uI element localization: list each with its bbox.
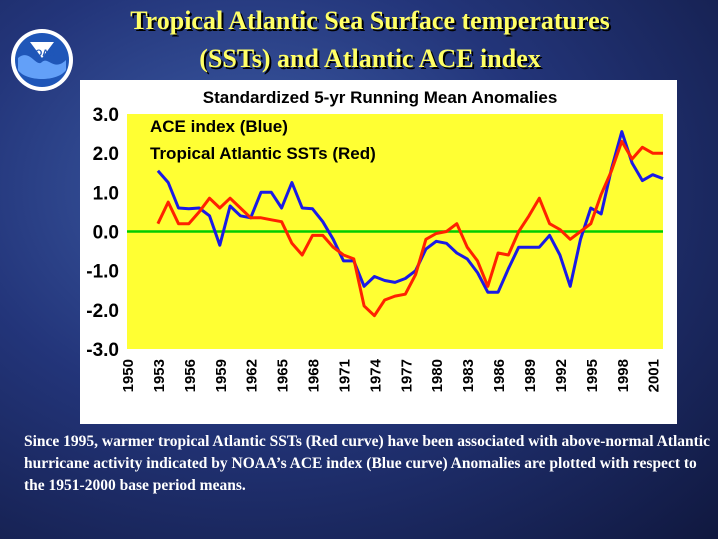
- caption-text: Since 1995, warmer tropical Atlantic SST…: [24, 433, 710, 494]
- y-tick-label: 0.0: [93, 223, 119, 244]
- y-tick-label: 2.0: [93, 144, 119, 165]
- x-tick-label: 1980: [429, 359, 446, 392]
- x-tick-label: 1998: [615, 359, 632, 392]
- x-tick-label: 1950: [120, 359, 137, 392]
- chart-title: Standardized 5-yr Running Mean Anomalies: [203, 88, 558, 107]
- x-tick-label: 1962: [244, 359, 261, 392]
- x-tick-label: 1983: [460, 359, 477, 392]
- x-tick-label: 1986: [491, 359, 508, 392]
- chart: 3.02.01.00.0-1.0-2.0-3.0 1950 1953 1956 195…: [86, 88, 664, 392]
- x-tick-label: 1953: [151, 359, 168, 392]
- chart-panel: 3.0 2.0 1.0 0.0 -1.0 -2.0 -3.0 1950 1953 1956 195…: [80, 80, 677, 424]
- x-tick-label: 1974: [367, 358, 384, 392]
- series-sst-line: [156, 139, 663, 318]
- x-axis: 1950 1953 1956 1959 1962 1965 1968 1971 1974 1977…: [120, 358, 663, 392]
- noaa-logo-text: NOAA: [29, 48, 56, 58]
- noaa-logo-icon: NOAA: [11, 29, 73, 91]
- series-ace-line: [156, 130, 664, 294]
- y-tick-label: -3.0: [86, 340, 119, 361]
- y-tick-label: -1.0: [86, 262, 119, 283]
- y-axis: 3.0 2.0 1.0 0.0 -1.0 -2.0 -3.0: [86, 105, 119, 361]
- x-tick-label: 1956: [182, 359, 199, 392]
- legend-sst: Tropical Atlantic SSTs (Red): [150, 144, 376, 163]
- x-tick-label: 2001: [646, 359, 663, 392]
- x-tick-label: 1992: [553, 359, 570, 392]
- y-tick-label: -2.0: [86, 301, 119, 322]
- x-tick-label: 1968: [306, 359, 323, 392]
- x-tick-label: 1977: [398, 359, 415, 392]
- slide-title-line2: (SSTs) and Atlantic ACE index: [199, 44, 541, 73]
- y-tick-label: 3.0: [93, 105, 119, 126]
- x-tick-label: 1959: [213, 359, 230, 392]
- legend-ace: ACE index (Blue): [150, 117, 288, 136]
- x-tick-label: 1995: [584, 359, 601, 392]
- slide-title-line1: Tropical Atlantic Sea Surface temperatur…: [130, 6, 610, 35]
- x-tick-label: 1971: [336, 359, 353, 392]
- x-tick-label: 1965: [275, 359, 292, 392]
- x-tick-label: 1989: [522, 359, 539, 392]
- y-tick-label: 1.0: [93, 183, 119, 204]
